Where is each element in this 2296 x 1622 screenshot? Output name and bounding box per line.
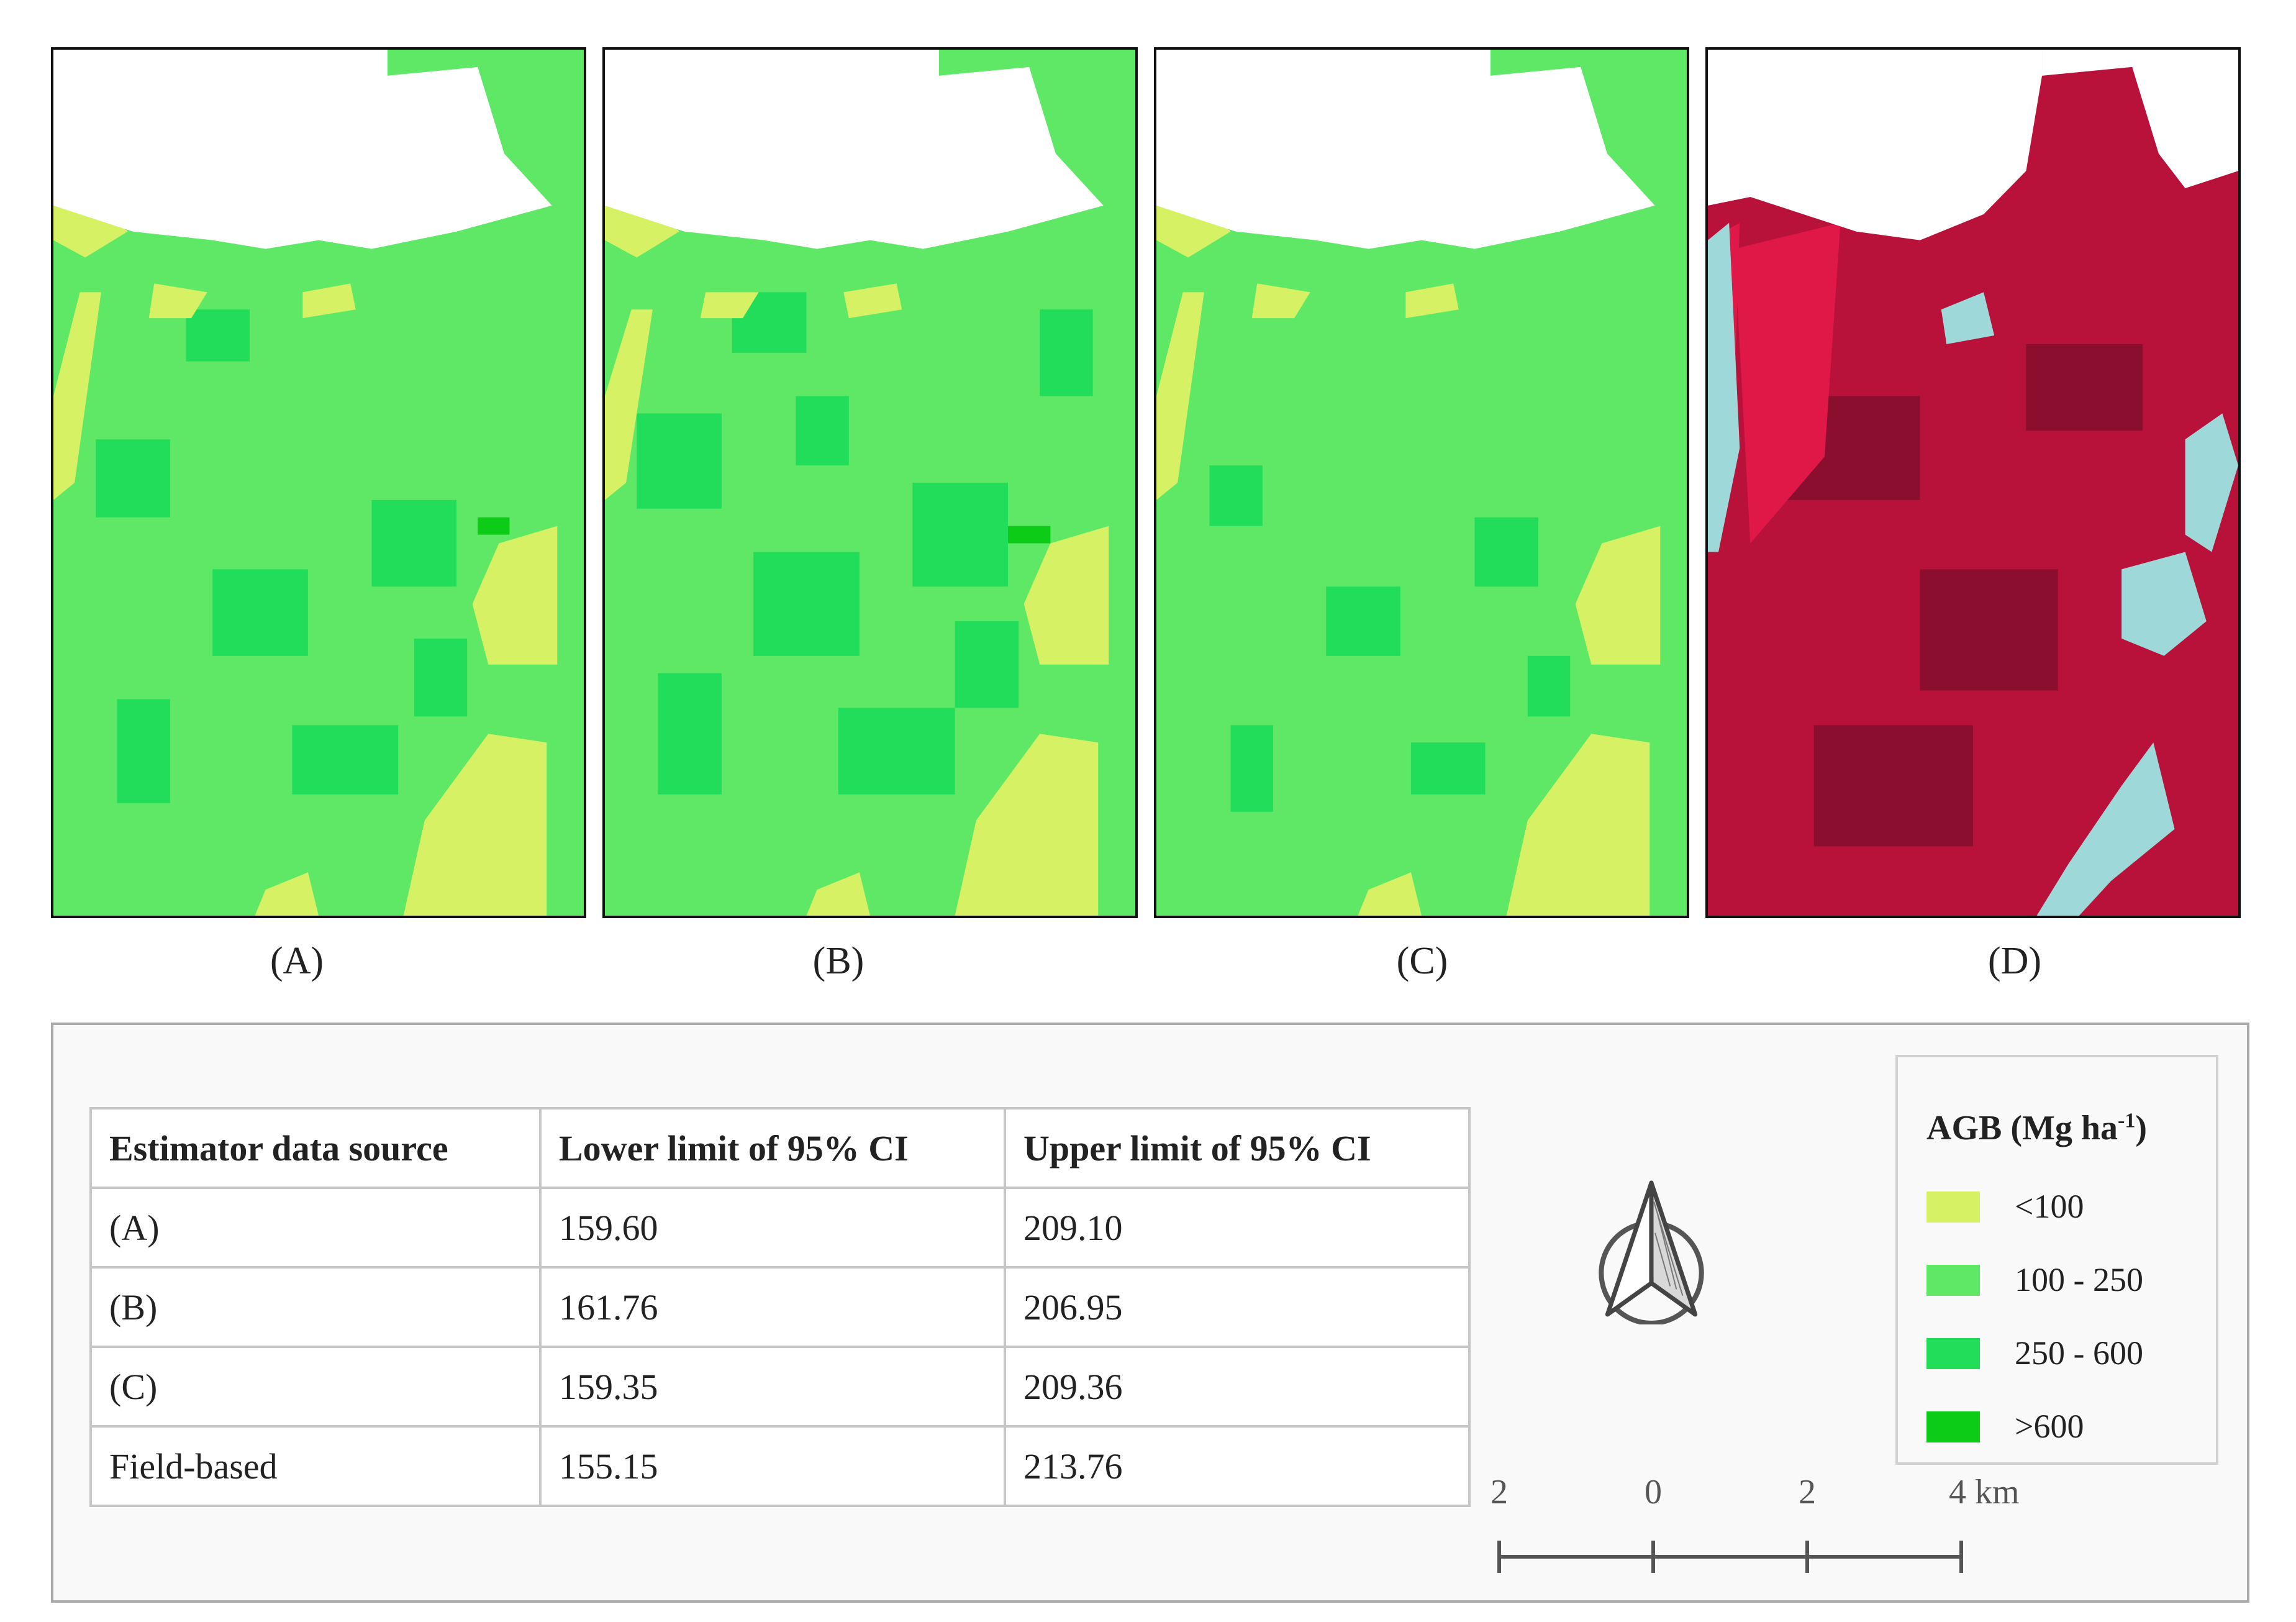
cell-lower: 155.15: [539, 1425, 1006, 1507]
cell-source: (A): [89, 1187, 542, 1269]
ci-table: Estimator data source Lower limit of 95%…: [89, 1107, 1471, 1507]
map-panel-d: [1705, 47, 2241, 918]
header-upper: Upper limit of 95% CI: [1004, 1107, 1471, 1189]
panel-label-d: (D): [1987, 940, 2042, 982]
table-row: (B) 161.76 206.95: [89, 1266, 1471, 1348]
table-row: Field-based 155.15 213.76: [89, 1425, 1471, 1507]
cell-upper: 209.36: [1004, 1346, 1471, 1428]
legend-item: 100 - 250: [1926, 1261, 2200, 1298]
scale-label: 4 km: [1949, 1473, 2020, 1511]
panel-label-a: (A): [270, 940, 324, 982]
cell-source: Field-based: [89, 1425, 542, 1507]
map-panel-a: [51, 47, 586, 918]
scale-label: 0: [1645, 1473, 1662, 1511]
cell-lower: 159.35: [539, 1346, 1006, 1428]
scale-label: 2: [1799, 1473, 1816, 1511]
scale-bar-line: [1497, 1541, 1963, 1573]
north-arrow-icon: [1595, 1177, 1708, 1326]
panel-label-b: (B): [812, 940, 864, 982]
legend-item: 250 - 600: [1926, 1334, 2200, 1372]
scale-label: 2: [1491, 1473, 1508, 1511]
legend-swatch: [1926, 1411, 1980, 1442]
cell-lower: 159.60: [539, 1187, 1006, 1269]
scale-bar: 2 0 2 4 km: [1491, 1472, 2020, 1584]
map-panel-b: [602, 47, 1138, 918]
legend-swatch: [1926, 1265, 1980, 1296]
legend-item: >600: [1926, 1408, 2200, 1445]
cell-upper: 209.10: [1004, 1187, 1471, 1269]
cell-source: (B): [89, 1266, 542, 1348]
agb-legend: AGB (Mg ha-1) <100 100 - 250 250 - 600 >…: [1895, 1055, 2218, 1465]
cell-source: (C): [89, 1346, 542, 1428]
legend-title-superscript: -1: [2118, 1109, 2136, 1132]
table-row: (A) 159.60 209.10: [89, 1187, 1471, 1269]
map-panel-c: [1154, 47, 1689, 918]
legend-item: <100: [1926, 1188, 2200, 1225]
legend-swatch: [1926, 1338, 1980, 1369]
cell-upper: 213.76: [1004, 1425, 1471, 1507]
legend-label: <100: [2015, 1188, 2084, 1225]
cell-upper: 206.95: [1004, 1266, 1471, 1348]
header-lower: Lower limit of 95% CI: [539, 1107, 1006, 1189]
legend-title: AGB (Mg ha-1): [1926, 1109, 2147, 1147]
legend-swatch: [1926, 1191, 1980, 1223]
table-row: (C) 159.35 209.36: [89, 1346, 1471, 1428]
table-header-row: Estimator data source Lower limit of 95%…: [89, 1107, 1471, 1189]
legend-label: 100 - 250: [2015, 1261, 2143, 1298]
cell-lower: 161.76: [539, 1266, 1006, 1348]
panel-label-c: (C): [1396, 940, 1448, 982]
legend-label: >600: [2015, 1408, 2084, 1445]
header-source: Estimator data source: [89, 1107, 542, 1189]
legend-label: 250 - 600: [2015, 1334, 2143, 1372]
